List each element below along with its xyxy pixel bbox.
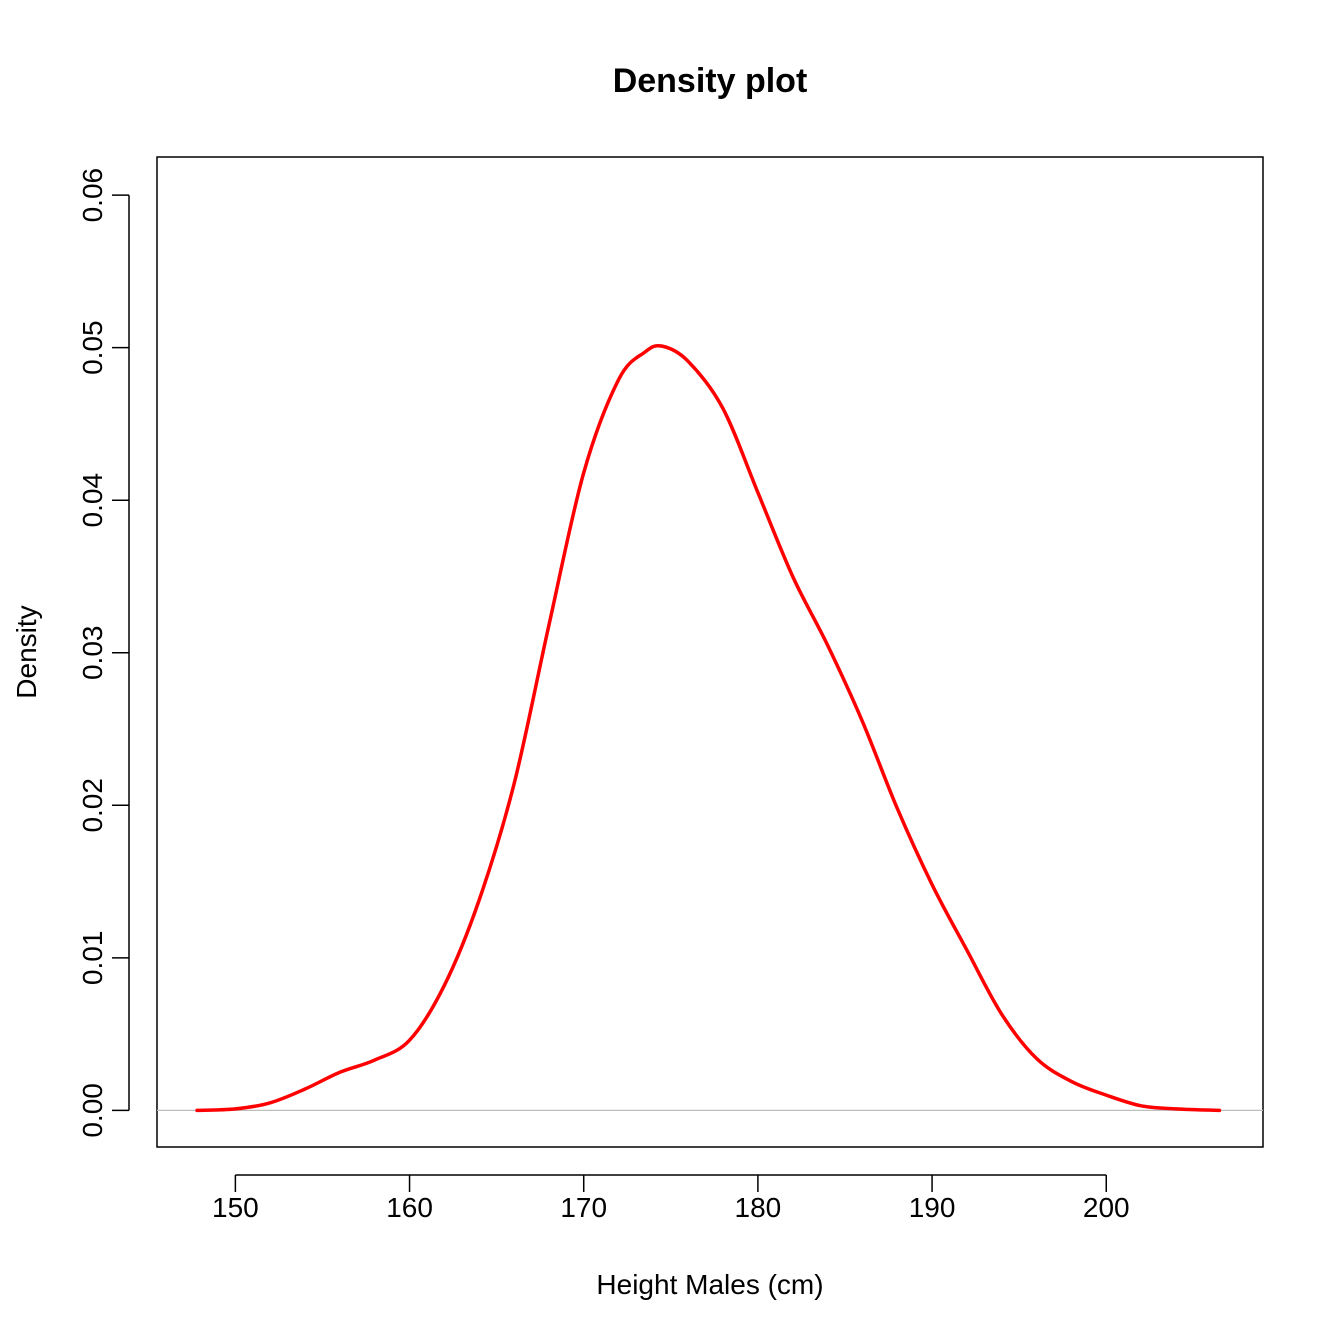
x-tick-label: 170 (560, 1192, 607, 1223)
x-tick-label: 180 (735, 1192, 782, 1223)
x-tick-label: 160 (386, 1192, 433, 1223)
plot-frame (156, 156, 1264, 1148)
y-axis: 0.00 0.01 0.02 0.03 0.04 0.05 0.06 (77, 168, 130, 1138)
y-axis-label: Density (11, 605, 42, 698)
x-axis-label: Height Males (cm) (596, 1269, 823, 1300)
x-axis: 150 160 170 180 190 200 (212, 1174, 1130, 1223)
y-tick-label: 0.00 (77, 1083, 108, 1138)
y-tick-label: 0.05 (77, 320, 108, 375)
y-tick-label: 0.01 (77, 931, 108, 986)
density-series-line (195, 343, 1222, 1113)
y-tick-label: 0.02 (77, 778, 108, 833)
y-tick-label: 0.06 (77, 168, 108, 223)
y-tick-label: 0.04 (77, 473, 108, 528)
x-tick-label: 200 (1083, 1192, 1130, 1223)
chart-title: Density plot (613, 62, 808, 100)
y-tick-label: 0.03 (77, 626, 108, 681)
x-tick-label: 190 (909, 1192, 956, 1223)
x-tick-label: 150 (212, 1192, 259, 1223)
